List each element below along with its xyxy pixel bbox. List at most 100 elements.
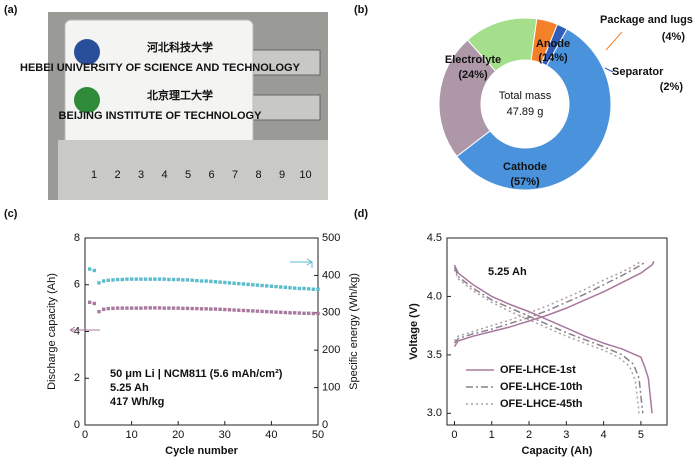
y2-axis-label: Specific energy (Wh/kg)	[348, 273, 360, 390]
x-tick-label: 20	[172, 429, 184, 441]
x-tick-label: 10	[125, 429, 137, 441]
tab	[244, 49, 321, 76]
panel-label: (c)	[4, 208, 18, 220]
x-tick-label: 0	[82, 429, 88, 441]
photo-text: HEBEI UNIVERSITY OF SCIENCE AND TECHNOLO…	[20, 62, 301, 74]
marker	[223, 307, 227, 312]
y2-tick-label: 500	[322, 232, 340, 244]
slice-label: Anode	[536, 38, 570, 50]
marker	[148, 306, 152, 310]
marker	[176, 277, 180, 282]
marker	[251, 283, 255, 287]
marker	[255, 309, 260, 313]
marker	[302, 286, 306, 291]
slice-value-label: (2%)	[660, 81, 684, 93]
marker	[162, 277, 166, 281]
marker	[306, 311, 311, 315]
y-axis-label: Discharge capacity (Ah)	[46, 273, 58, 390]
marker	[111, 278, 115, 282]
marker	[143, 306, 148, 310]
slice-label: Cathode	[503, 161, 547, 173]
photo-text: 北京理工大学	[147, 88, 213, 102]
marker	[213, 307, 218, 311]
marker	[260, 283, 264, 288]
y2-tick-label: 300	[322, 307, 340, 319]
y-tick-label: 6	[74, 279, 80, 291]
marker	[101, 279, 106, 283]
marker	[97, 281, 101, 285]
marker	[125, 277, 129, 281]
x-tick-label: 50	[312, 429, 324, 441]
marker	[204, 307, 208, 311]
marker	[185, 306, 190, 311]
marker	[195, 278, 199, 283]
marker	[167, 306, 171, 310]
y-tick-label: 3.5	[427, 349, 442, 361]
legend-label: OFE-LHCE-1st	[500, 364, 576, 376]
marker	[297, 286, 302, 291]
ruler-number: 8	[255, 169, 261, 181]
photo-text: BEIJING INSTITUTE OF TECHNOLOGY	[59, 110, 263, 122]
y-tick-label: 4.0	[427, 290, 442, 302]
center-label: 47.89 g	[507, 106, 544, 118]
marker	[148, 277, 152, 281]
y-tick-label: 0	[74, 419, 80, 431]
marker	[125, 306, 129, 310]
marker	[283, 310, 288, 315]
marker	[181, 278, 185, 282]
marker	[199, 307, 204, 311]
ruler-number: 1	[91, 169, 97, 181]
ruler-number: 10	[299, 169, 311, 181]
marker	[157, 277, 162, 281]
marker	[241, 308, 246, 313]
marker	[87, 300, 92, 304]
x-axis-label: Capacity (Ah)	[522, 445, 593, 457]
curve	[453, 260, 642, 414]
legend-label: OFE-LHCE-45th	[500, 398, 583, 410]
marker	[92, 268, 97, 273]
marker	[129, 306, 134, 310]
marker	[190, 306, 194, 311]
logo	[74, 39, 100, 65]
marker	[297, 311, 302, 315]
x-tick-label: 5	[638, 429, 644, 441]
leader-line	[604, 67, 614, 73]
curve	[453, 261, 655, 414]
marker	[251, 309, 255, 313]
marker	[185, 278, 190, 282]
annotation: 5.25 Ah	[110, 382, 149, 394]
marker	[111, 306, 115, 311]
y-axis-label: Voltage (V)	[408, 303, 420, 360]
marker	[134, 306, 138, 310]
photo-text: 河北科技大学	[147, 40, 213, 54]
marker	[87, 267, 92, 271]
ruler-number: 5	[185, 169, 191, 181]
x-tick-label: 30	[219, 429, 231, 441]
marker	[176, 306, 180, 310]
marker	[106, 278, 110, 282]
marker	[139, 277, 143, 281]
marker	[283, 285, 288, 290]
marker	[279, 310, 283, 315]
y2-tick-label: 100	[322, 382, 340, 394]
x-tick-label: 4	[601, 429, 607, 441]
marker	[306, 287, 311, 291]
tab	[244, 94, 321, 121]
marker	[153, 277, 157, 281]
marker	[139, 306, 143, 310]
x-tick-label: 2	[526, 429, 532, 441]
ruler-number: 6	[208, 169, 214, 181]
marker	[101, 307, 106, 311]
slice-label: Electrolyte	[445, 54, 501, 66]
annotation: 50 μm Li | NCM811 (5.6 mAh/cm²)	[110, 368, 283, 380]
y-tick-label: 4.5	[427, 232, 442, 244]
marker	[92, 301, 97, 306]
marker	[106, 306, 110, 311]
slice-value-label: (4%)	[662, 31, 686, 43]
slice-value-label: (57%)	[510, 176, 540, 188]
slice-value-label: (24%)	[458, 69, 488, 81]
marker	[171, 306, 176, 310]
marker	[227, 281, 232, 285]
marker	[209, 307, 213, 311]
